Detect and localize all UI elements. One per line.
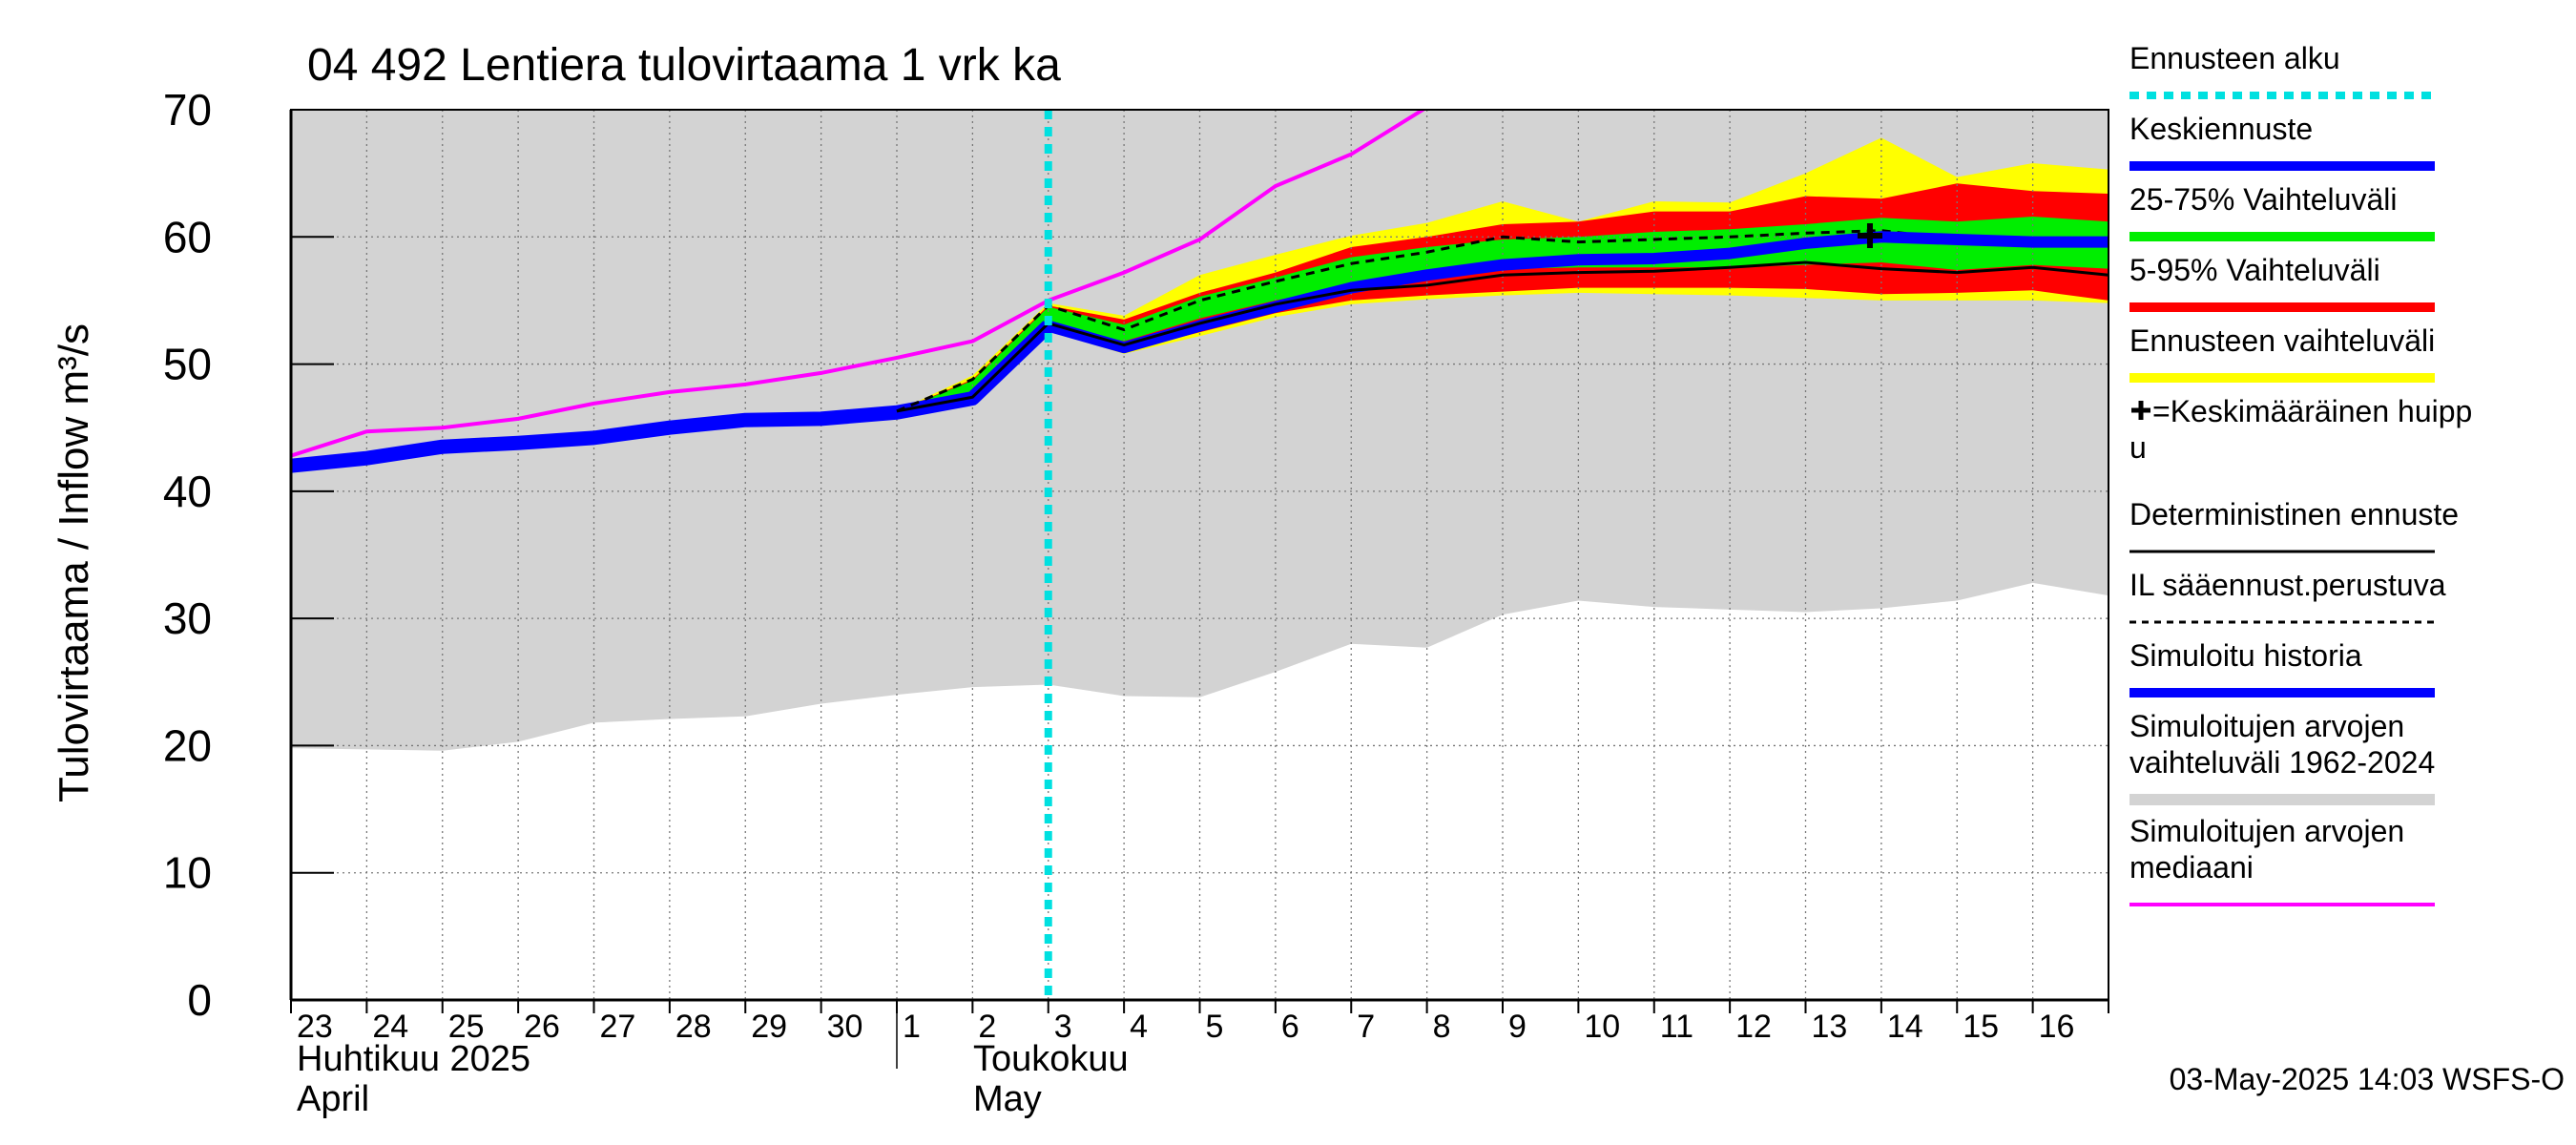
y-tick-label: 60 xyxy=(163,212,212,261)
y-tick-label: 0 xyxy=(187,975,212,1025)
x-tick-label: 9 xyxy=(1508,1009,1527,1045)
x-tick-label: 29 xyxy=(751,1009,787,1045)
x-tick-label: 15 xyxy=(1963,1009,1999,1045)
y-axis-label: Tulovirtaama / Inflow m³/s xyxy=(51,323,97,802)
legend-label: Ennusteen alku xyxy=(2129,41,2340,75)
chart-title: 04 492 Lentiera tulovirtaama 1 vrk ka xyxy=(307,40,1061,91)
y-tick-label: 40 xyxy=(163,467,212,516)
legend-label: Simuloitu historia xyxy=(2129,638,2362,673)
y-tick-label: 20 xyxy=(163,720,212,770)
x-tick-label: 30 xyxy=(827,1009,863,1045)
y-tick-label: 70 xyxy=(163,85,212,135)
legend-label: vaihteluväli 1962-2024 xyxy=(2129,745,2435,780)
y-tick-label: 30 xyxy=(163,593,212,643)
legend-label: Simuloitujen arvojen xyxy=(2129,709,2404,743)
month-label: Huhtikuu 2025 xyxy=(297,1039,530,1079)
legend-label: Ennusteen vaihteluväli xyxy=(2129,323,2435,358)
deterministic-forecast-line xyxy=(896,260,2109,413)
month-label: Toukokuu xyxy=(973,1039,1129,1079)
x-tick-label: 1 xyxy=(903,1009,921,1045)
x-tick-label: 5 xyxy=(1206,1009,1224,1045)
peak-cross-icon xyxy=(2131,401,2150,420)
legend-item-sim-history: Simuloitu historia xyxy=(2129,638,2435,697)
x-tick-label: 4 xyxy=(1130,1009,1148,1045)
legend-item-range-25-75: 25-75% Vaihteluväli xyxy=(2129,182,2435,241)
x-tick-label: 16 xyxy=(2039,1009,2075,1045)
x-tick-label: 13 xyxy=(1812,1009,1848,1045)
x-tick-label: 23 xyxy=(297,1009,333,1045)
month-label: April xyxy=(297,1079,369,1119)
x-tick-label: 11 xyxy=(1660,1009,1693,1045)
y-tick-label: 50 xyxy=(163,340,212,389)
x-tick-label: 28 xyxy=(675,1009,712,1045)
x-tick-label: 2 xyxy=(978,1009,996,1045)
x-tick-label: 7 xyxy=(1357,1009,1375,1045)
legend-item-range-forecast: Ennusteen vaihteluväli xyxy=(2129,323,2435,383)
x-tick-label: 3 xyxy=(1054,1009,1072,1045)
il-based-forecast-line xyxy=(896,229,2109,413)
x-tick-label: 12 xyxy=(1735,1009,1772,1045)
month-label: May xyxy=(973,1079,1042,1119)
legend-item-forecast-start: Ennusteen alku xyxy=(2129,41,2435,99)
chart-axes xyxy=(289,109,2109,1069)
y-tick-label: 10 xyxy=(163,848,212,898)
legend-label: =Keskimääräinen huipp xyxy=(2152,394,2472,428)
legend-item-il-based: IL sääennust.perustuva xyxy=(2129,568,2446,624)
legend-label: mediaani xyxy=(2129,850,2254,885)
x-tick-label: 10 xyxy=(1584,1009,1620,1045)
legend-item-range-5-95: 5-95% Vaihteluväli xyxy=(2129,253,2435,312)
legend-label: u xyxy=(2129,430,2147,465)
x-tick-label: 6 xyxy=(1281,1009,1299,1045)
peak-marker xyxy=(1857,222,1882,248)
mean-forecast-line xyxy=(968,231,2109,403)
legend-label: Deterministinen ennuste xyxy=(2129,497,2459,531)
x-tick-label: 14 xyxy=(1887,1009,1923,1045)
timestamp-footer: 03-May-2025 14:03 WSFS-O xyxy=(2170,1062,2565,1096)
legend-label: 25-75% Vaihteluväli xyxy=(2129,182,2397,217)
x-tick-label: 24 xyxy=(372,1009,408,1045)
legend-item-deterministic: Deterministinen ennuste xyxy=(2129,497,2459,553)
x-tick-label: 8 xyxy=(1433,1009,1451,1045)
simulated-median-line xyxy=(291,110,1427,458)
legend-item-mean-forecast: Keskiennuste xyxy=(2129,112,2435,171)
x-tick-label: 27 xyxy=(600,1009,636,1045)
legend-label: Simuloitujen arvojen xyxy=(2129,814,2404,848)
legend-label: IL sääennust.perustuva xyxy=(2129,568,2446,602)
x-tick-label: 26 xyxy=(524,1009,560,1045)
x-tick-label: 25 xyxy=(448,1009,485,1045)
legend-label: Keskiennuste xyxy=(2129,112,2313,146)
chart-line-layer xyxy=(290,110,2109,1000)
legend-label: 5-95% Vaihteluväli xyxy=(2129,253,2380,287)
chart-legend: Ennusteen alku Keskiennuste 25-75% Vaihtel… xyxy=(2129,41,2472,906)
